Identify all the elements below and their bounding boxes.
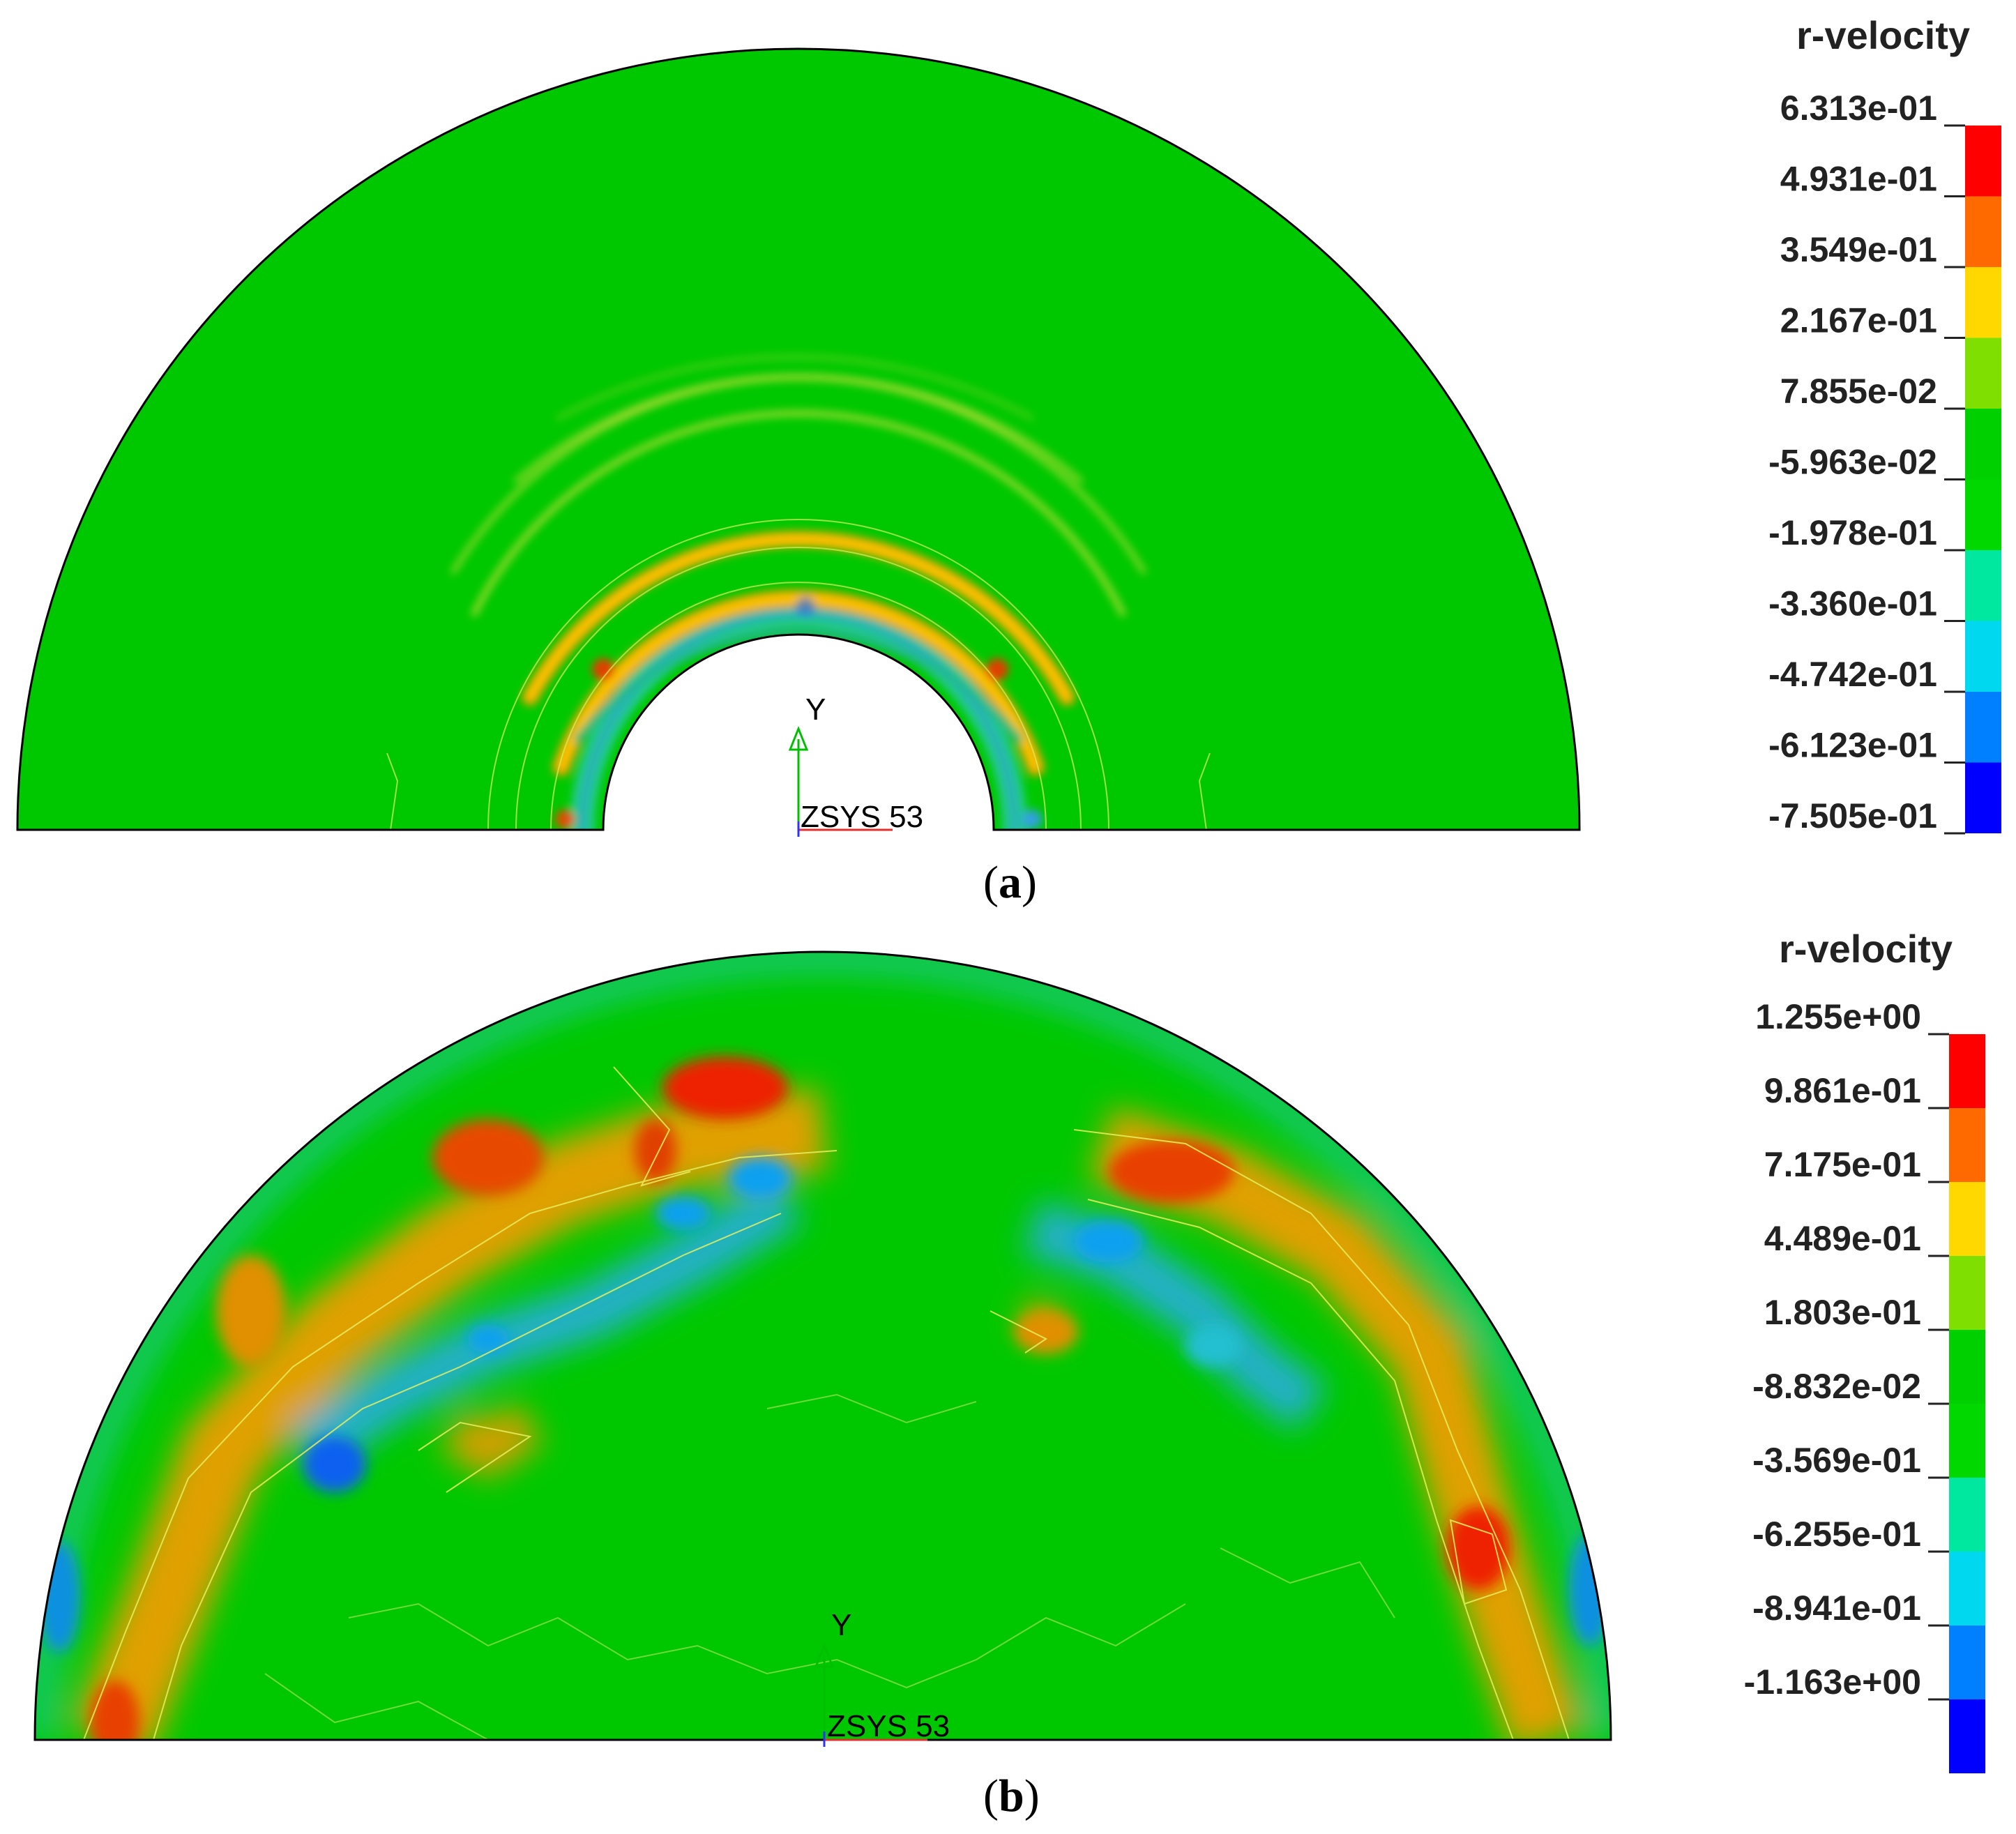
legend-colorbar-b	[1949, 1034, 1985, 1773]
legend-tick-label: 4.931e-01	[1780, 160, 1937, 199]
legend-tick-label: 3.549e-01	[1780, 230, 1937, 269]
legend-colorbar-a	[1965, 126, 2001, 833]
contour-plot-a: Y ZSYS 53 r-velocity 6.313e-01 4.931e-01 3…	[16, 13, 2001, 837]
legend-a: r-velocity 6.313e-01 4.931e-01 3.549e-01 2.…	[1768, 13, 2001, 835]
legend-swatch	[1949, 1478, 1985, 1552]
caption-b: (b)	[983, 1771, 1040, 1821]
legend-title-a: r-velocity	[1796, 13, 1970, 57]
legend-swatch	[1949, 1330, 1985, 1404]
panel-a: Y ZSYS 53 r-velocity 6.313e-01 4.931e-01 3…	[16, 13, 2001, 908]
legend-tick-label: -7.505e-01	[1768, 796, 1937, 835]
coordinate-triad-b: Y ZSYS 53	[814, 1608, 950, 1747]
y-axis-label-a: Y	[805, 692, 826, 727]
legend-b: r-velocity 1.255e+00 9.861e-01 7.175e-01 4.…	[1744, 927, 1985, 1773]
coordinate-triad-a: Y ZSYS 53	[788, 692, 923, 837]
legend-swatch	[1965, 409, 2001, 480]
legend-swatch	[1965, 338, 2001, 409]
caption-a: (a)	[983, 857, 1037, 908]
legend-swatch	[1949, 1182, 1985, 1256]
legend-ticks-b: 1.255e+00 9.861e-01 7.175e-01 4.489e-01 1.80…	[1744, 997, 1949, 1702]
legend-tick-label: -6.123e-01	[1768, 726, 1937, 765]
legend-swatch	[1965, 196, 2001, 267]
legend-swatch	[1965, 621, 2001, 692]
legend-tick-label: -1.978e-01	[1768, 513, 1937, 552]
panel-b: Y ZSYS 53 r-velocity 1.255e+00 9.861e-01 7…	[0, 920, 2016, 1834]
csys-label-a: ZSYS 53	[801, 800, 923, 834]
legend-tick-label: 1.803e-01	[1764, 1293, 1921, 1332]
legend-ticks-a: 6.313e-01 4.931e-01 3.549e-01 2.167e-01 7.85…	[1768, 89, 1965, 835]
legend-tick-label: -3.360e-01	[1768, 584, 1937, 623]
legend-tick-label: 7.855e-02	[1780, 372, 1937, 411]
y-axis-label-b: Y	[831, 1608, 851, 1642]
velocity-field-a	[17, 49, 1579, 830]
legend-tick-label: 4.489e-01	[1764, 1219, 1921, 1258]
legend-swatch	[1965, 267, 2001, 338]
legend-swatch	[1949, 1552, 1985, 1625]
legend-swatch	[1965, 692, 2001, 763]
legend-swatch	[1949, 1256, 1985, 1330]
legend-swatch	[1965, 126, 2001, 197]
velocity-field-b	[35, 952, 1611, 1740]
contour-plot-b: Y ZSYS 53 r-velocity 1.255e+00 9.861e-01 7…	[33, 927, 1985, 1773]
legend-tick-label: 2.167e-01	[1780, 301, 1937, 340]
legend-tick-label: 6.313e-01	[1780, 89, 1937, 128]
legend-tick-label: 7.175e-01	[1764, 1145, 1921, 1184]
legend-swatch	[1949, 1404, 1985, 1478]
legend-swatch	[1949, 1699, 1985, 1773]
legend-tick-label: -1.163e+00	[1744, 1662, 1921, 1702]
legend-tick-label: -8.941e-01	[1752, 1589, 1921, 1628]
legend-tick-label: -3.569e-01	[1752, 1441, 1921, 1480]
csys-label-b: ZSYS 53	[827, 1709, 950, 1743]
legend-swatch	[1965, 479, 2001, 550]
legend-title-b: r-velocity	[1779, 927, 1953, 971]
legend-tick-label: -5.963e-02	[1768, 443, 1937, 482]
legend-tick-label: -8.832e-02	[1752, 1367, 1921, 1406]
legend-tick-label: -4.742e-01	[1768, 655, 1937, 694]
legend-swatch	[1949, 1034, 1985, 1108]
legend-swatch	[1949, 1625, 1985, 1699]
legend-tick-label: 1.255e+00	[1755, 997, 1921, 1036]
legend-swatch	[1965, 550, 2001, 621]
legend-swatch	[1965, 762, 2001, 833]
legend-tick-label: -6.255e-01	[1752, 1515, 1921, 1554]
legend-swatch	[1949, 1108, 1985, 1182]
legend-tick-label: 9.861e-01	[1764, 1071, 1921, 1110]
